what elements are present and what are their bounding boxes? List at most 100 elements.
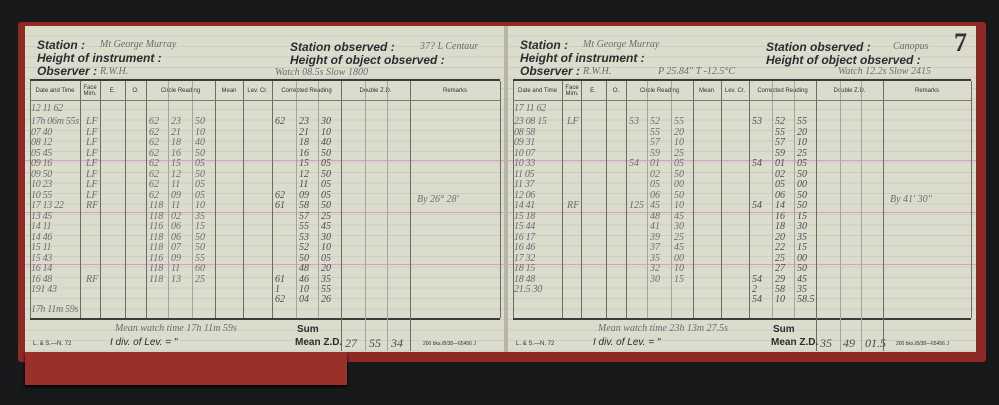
corrected-reading: 06 [775, 189, 785, 201]
circle-reading: 15 [195, 221, 205, 232]
row-date: 15 11 [31, 242, 52, 253]
row-date: 17h 11m 59s [31, 303, 79, 315]
row-face: LF [86, 137, 98, 148]
table-row: 15 44 41 30 18 30 [508, 221, 976, 232]
cover-flap [25, 352, 347, 385]
corrected-reading: 50 [321, 168, 331, 180]
corrected-reading: 57 [775, 137, 785, 148]
table-row: 10 33 54 01 05 54 01 05 [508, 158, 976, 169]
circle-reading: 53 [629, 116, 639, 127]
corrected-reading: 53 [752, 116, 762, 127]
div-lev-label: I div. of Lev. = " [593, 337, 661, 348]
row-date: 17 32 [514, 252, 536, 264]
column-rule [772, 81, 773, 318]
circle-reading: 116 [149, 252, 164, 264]
column-rule [387, 81, 388, 351]
corrected-reading: 10 [797, 137, 807, 148]
row-remarks: By 41' 30" [890, 193, 932, 205]
corrected-reading: 1 [275, 283, 280, 295]
column-rule [971, 81, 972, 318]
corrected-reading: 05 [321, 252, 331, 264]
table-row: 09 31 57 10 57 10 [508, 137, 976, 148]
circle-reading: 50 [195, 231, 205, 243]
station-observed-value: Canopus [893, 41, 929, 52]
corrected-reading: 45 [321, 221, 331, 232]
table-row: 05 45 LF 62 16 50 16 50 [25, 148, 505, 159]
row-date: 18 48 [514, 273, 536, 285]
circle-reading: 00 [674, 252, 684, 264]
corrected-reading: 16 [775, 210, 785, 222]
row-date: 14 41 [514, 200, 536, 211]
row-date: 17 13 22 [31, 200, 64, 211]
column-header: Date and Time [30, 81, 80, 100]
circle-reading: 35 [195, 210, 205, 222]
row-date: 09 50 [31, 168, 53, 180]
corrected-reading: 20 [321, 263, 331, 274]
mean-zd-label: Mean Z.D. [771, 337, 819, 348]
table-row: 16 17 39 25 20 35 [508, 232, 976, 243]
corrected-reading: 18 [299, 137, 309, 148]
column-header: Double Z.D. [816, 81, 883, 100]
column-rule [513, 81, 514, 318]
circle-reading: 11 [171, 200, 181, 211]
table-row: 17h 11m 59s [25, 303, 505, 315]
header-top-rule [30, 79, 500, 81]
mean-watch-time: Mean watch time 23h 13m 27.5s [598, 323, 728, 334]
watch-note: Watch 12.2s Slow 2415 [838, 66, 931, 77]
column-header: Lev. Cr. [721, 81, 749, 100]
row-date: 12 11 62 [31, 103, 63, 114]
table-row: 15 43 116 09 55 50 05 [25, 252, 505, 264]
circle-reading: 21 [171, 126, 181, 138]
circle-reading: 06 [171, 221, 181, 232]
corrected-reading: 54 [752, 158, 762, 169]
circle-reading: 62 [149, 126, 159, 138]
circle-reading: 05 [674, 158, 684, 169]
column-rule [562, 81, 563, 318]
corrected-reading: 50 [299, 252, 309, 264]
corrected-reading: 50 [797, 168, 807, 180]
row-date: 13 45 [31, 210, 53, 222]
corrected-reading: 55 [299, 221, 309, 232]
corrected-reading: 62 [275, 189, 285, 201]
corrected-reading: 00 [797, 252, 807, 264]
mean-zd-value: 27 [345, 336, 357, 350]
circle-reading: 25 [195, 273, 205, 285]
circle-reading: 55 [674, 116, 684, 127]
column-rule [626, 81, 627, 318]
corrected-reading: 00 [797, 179, 807, 190]
corrected-reading: 59 [775, 147, 785, 159]
circle-reading: 52 [650, 116, 660, 127]
column-rule [410, 81, 411, 351]
table-row: 09 16 LF 62 15 05 15 05 [25, 158, 505, 169]
observer-label: Observer : [37, 64, 98, 78]
row-date: 21.5 30 [514, 283, 542, 295]
table-row: 09 50 LF 62 12 50 12 50 [25, 168, 505, 180]
circle-reading: 35 [650, 252, 660, 264]
column-rule [606, 81, 607, 318]
circle-reading: 23 [171, 116, 181, 127]
column-rule [272, 81, 273, 318]
circle-reading: 57 [650, 137, 660, 148]
table-row: 16 14 118 11 60 48 20 [25, 263, 505, 274]
corrected-reading: 04 [299, 293, 309, 305]
corrected-reading: 55 [797, 116, 807, 127]
circle-reading: 30 [674, 221, 684, 232]
circle-reading: 07 [171, 242, 181, 253]
circle-reading: 11 [171, 179, 181, 190]
circle-reading: 10 [195, 126, 205, 138]
row-date: 23 08 15 [514, 116, 547, 127]
watch-note: Watch 08.5s Slow 1800 [275, 67, 368, 78]
column-rule [581, 81, 582, 318]
table-bottom-rule [30, 318, 500, 320]
form-number: L. & S.—N. 72 [516, 341, 555, 347]
table-row: 10 23 LF 62 11 05 11 05 [25, 179, 505, 190]
corrected-reading: 62 [275, 293, 285, 305]
column-rule [125, 81, 126, 318]
row-face: LF [86, 126, 98, 138]
column-rule [341, 81, 342, 351]
column-rule [840, 81, 841, 351]
circle-reading: 00 [674, 179, 684, 190]
circle-reading: 13 [171, 273, 181, 285]
column-rule [500, 81, 501, 318]
corrected-reading: 09 [299, 189, 309, 201]
